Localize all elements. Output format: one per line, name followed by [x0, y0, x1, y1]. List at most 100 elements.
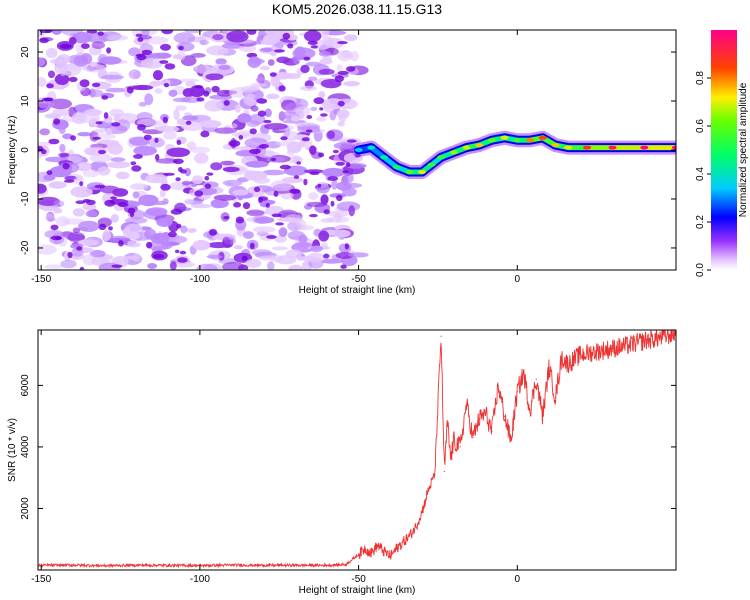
- noise-blob: [255, 76, 265, 84]
- noise-blob: [77, 239, 99, 247]
- noise-blob: [336, 181, 352, 191]
- noise-blob: [99, 185, 120, 194]
- ridge-point: [672, 145, 676, 150]
- noise-blob: [149, 80, 162, 87]
- noise-blob: [103, 112, 109, 119]
- noise-blob: [129, 212, 135, 218]
- snr-point: [611, 347, 614, 350]
- noise-blob: [184, 167, 191, 177]
- noise-blob: [130, 161, 137, 166]
- noise-blob: [257, 110, 267, 117]
- noise-blob: [59, 43, 72, 49]
- noise-blob: [133, 145, 157, 156]
- snr-point: [383, 550, 385, 553]
- noise-blob: [163, 172, 175, 176]
- noise-blob: [287, 43, 294, 49]
- noise-blob: [258, 39, 277, 45]
- noise-blob: [246, 209, 265, 217]
- noise-blob: [337, 100, 345, 107]
- noise-blob: [305, 129, 313, 133]
- snr-point: [453, 440, 455, 442]
- noise-blob: [58, 123, 66, 135]
- noise-blob: [296, 161, 302, 165]
- noise-blob: [309, 171, 320, 175]
- ridge-point: [367, 145, 376, 150]
- noise-blob: [89, 88, 96, 98]
- noise-blob: [235, 216, 245, 224]
- noise-blob: [178, 45, 184, 51]
- noise-blob: [232, 146, 249, 151]
- noise-blob: [318, 230, 330, 242]
- noise-blob: [259, 144, 269, 149]
- noise-blob: [269, 72, 277, 77]
- snr-point: [504, 415, 506, 417]
- noise-blob: [333, 229, 351, 238]
- ridge-point: [427, 162, 436, 167]
- noise-blob: [144, 93, 154, 106]
- noise-blob: [97, 31, 104, 36]
- noise-blob: [46, 170, 53, 176]
- noise-blob: [262, 169, 286, 176]
- noise-blob: [309, 214, 318, 218]
- ridge-point: [640, 145, 649, 150]
- noise-blob: [247, 56, 262, 68]
- noise-blob: [91, 41, 106, 49]
- noise-blob: [344, 34, 358, 42]
- noise-blob: [137, 124, 146, 131]
- noise-blob: [108, 226, 113, 231]
- snr-point: [434, 474, 436, 476]
- noise-blob: [117, 202, 129, 208]
- noise-blob: [256, 98, 268, 104]
- noise-blob: [72, 227, 81, 234]
- noise-blob: [181, 96, 201, 103]
- ridge-point: [392, 165, 401, 170]
- noise-blob: [257, 149, 275, 158]
- noise-blob: [246, 93, 256, 100]
- snr-point: [396, 547, 398, 550]
- noise-blob: [104, 199, 116, 207]
- noise-blob: [180, 169, 187, 174]
- snr-point: [358, 554, 360, 556]
- noise-blob: [174, 249, 180, 254]
- noise-blob: [294, 46, 306, 57]
- noise-blob: [194, 190, 204, 197]
- noise-blob: [79, 181, 84, 187]
- noise-blob: [69, 36, 77, 45]
- noise-blob: [252, 191, 265, 198]
- noise-blob: [170, 208, 183, 215]
- noise-blob: [233, 245, 244, 250]
- noise-blob: [336, 194, 343, 202]
- noise-blob: [267, 59, 275, 66]
- y-tick-label: 20: [20, 46, 31, 58]
- snr-point: [408, 535, 410, 537]
- ridge-point: [564, 145, 573, 150]
- snr-point: [485, 412, 487, 414]
- noise-blob: [172, 158, 184, 165]
- noise-blob: [109, 108, 124, 117]
- noise-blob: [155, 154, 160, 161]
- noise-blob: [175, 105, 187, 111]
- noise-blob: [258, 196, 263, 203]
- noise-blob: [156, 125, 180, 133]
- y-tick-label: -20: [20, 240, 31, 255]
- ridge-point: [608, 145, 617, 150]
- snr-point: [516, 390, 518, 393]
- noise-blob: [76, 162, 92, 172]
- snr-point: [364, 547, 366, 550]
- snr-point: [345, 563, 347, 566]
- noise-blob: [206, 172, 214, 176]
- noise-blob: [196, 263, 218, 270]
- noise-blob: [215, 58, 227, 65]
- noise-blob: [47, 217, 56, 222]
- noise-blob: [329, 110, 337, 121]
- noise-blob: [179, 250, 187, 255]
- noise-blob: [279, 164, 291, 170]
- noise-blob: [101, 74, 124, 80]
- noise-blob: [146, 241, 153, 249]
- noise-blob: [270, 157, 277, 162]
- noise-blob: [136, 112, 153, 121]
- noise-blob: [125, 217, 148, 224]
- noise-blob: [106, 47, 112, 54]
- noise-blob: [77, 132, 92, 137]
- noise-blob: [337, 50, 354, 62]
